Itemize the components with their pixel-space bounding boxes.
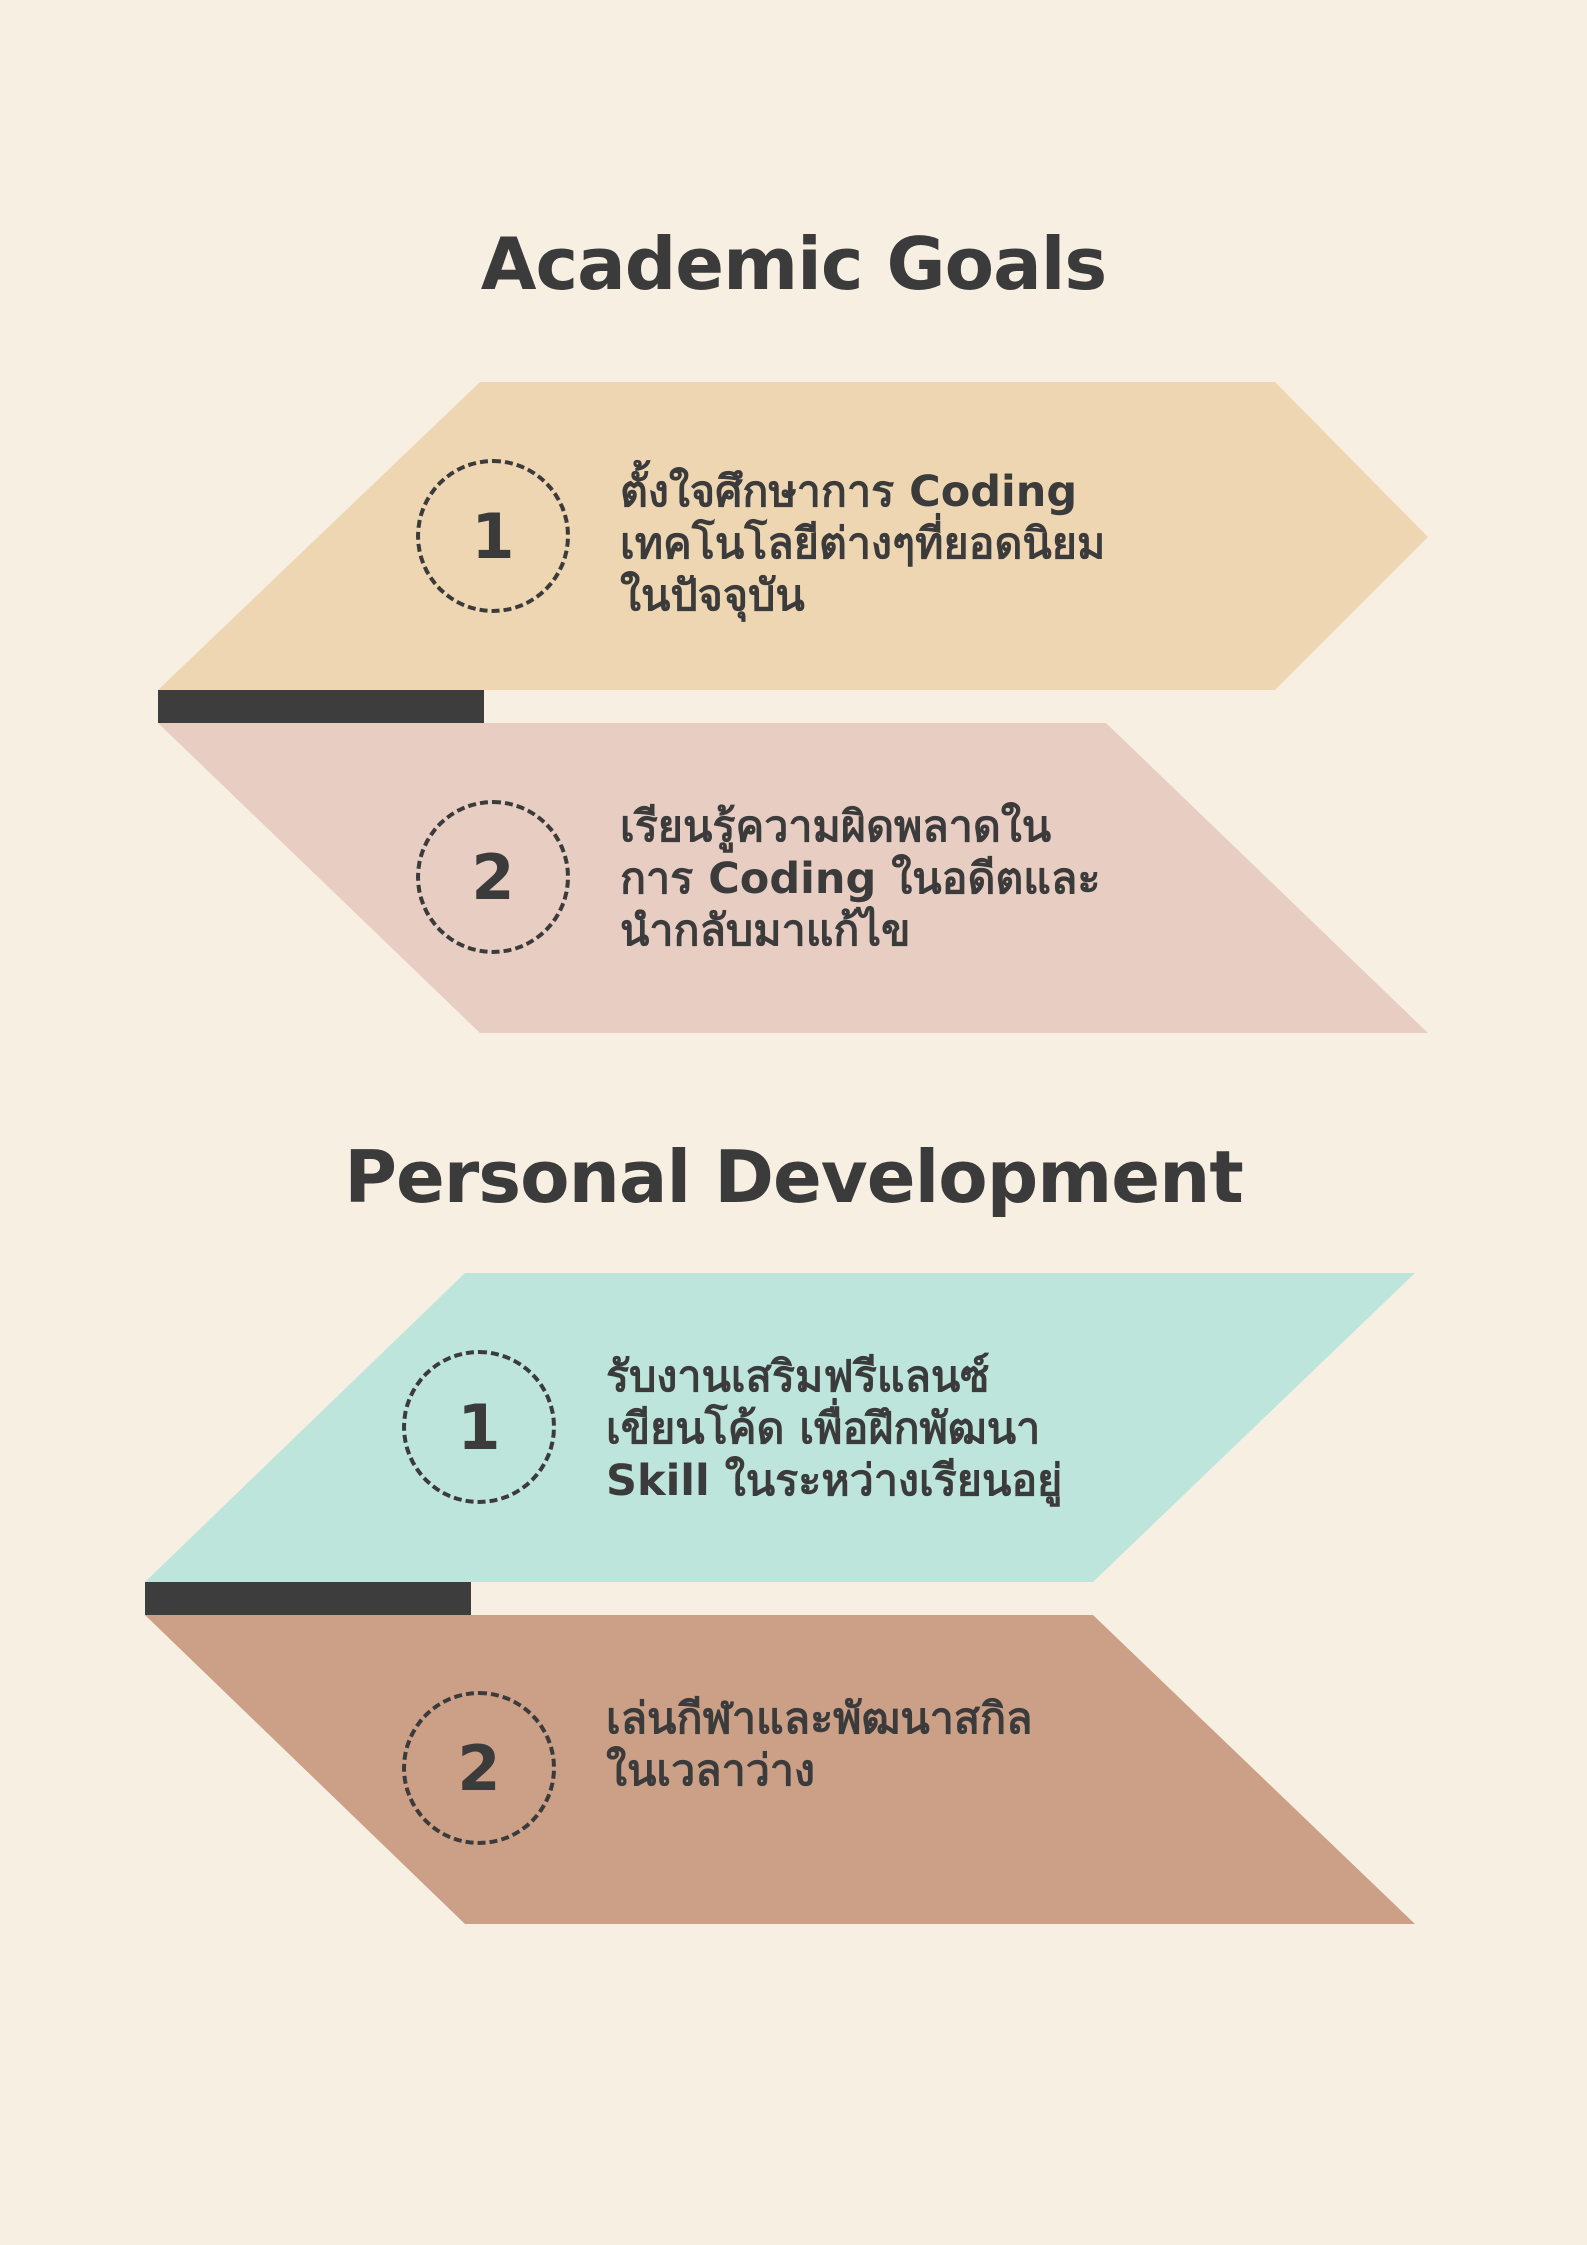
academic-goal-1-line-3: ในปัจจุบัน [620,571,805,621]
academic-goal-2-line-3: นำกลับมาแก้ไข [620,906,911,956]
personal-divider-bar [145,1582,471,1615]
personal-goal-1-line-2: เขียนโค้ด เพื่อฝึกพัฒนา [606,1404,1041,1454]
personal-goal-2-number: 2 [402,1691,556,1845]
academic-goal-2-text: เรียนรู้ความผิดพลาดใน การ Coding ในอดีตแ… [620,801,1100,957]
personal-goal-1-text: รับงานเสริมฟรีแลนซ์ เขียนโค้ด เพื่อฝึกพั… [606,1351,1062,1507]
academic-goal-2-banner [158,723,1428,1033]
academic-goal-1-text: ตั้งใจศึกษาการ Coding เทคโนโลยีต่างๆที่ย… [620,466,1105,622]
academic-goal-1-number: 1 [416,459,570,613]
personal-goal-2-line-1: เล่นกีฬาและพัฒนาสกิล [606,1694,1033,1744]
academic-goal-1-line-1: ตั้งใจศึกษาการ Coding [620,467,1078,517]
personal-goal-2-line-2: ในเวลาว่าง [606,1746,816,1796]
academic-goal-1-line-2: เทคโนโลยีต่างๆที่ยอดนิยม [620,519,1106,569]
personal-development-title: Personal Development [344,1135,1244,1219]
personal-goal-1-number: 1 [402,1350,556,1504]
academic-goal-2-number: 2 [416,800,570,954]
personal-goal-2-text: เล่นกีฬาและพัฒนาสกิล ในเวลาว่าง [606,1693,1033,1797]
academic-goal-2-line-1: เรียนรู้ความผิดพลาดใน [620,802,1052,852]
academic-goal-1-banner [158,382,1428,690]
personal-goal-1-line-3: Skill ในระหว่างเรียนอยู่ [606,1456,1063,1506]
academic-divider-bar [158,690,484,723]
academic-goal-2-line-2: การ Coding ในอดีตและ [620,854,1101,904]
personal-goal-1-banner [145,1273,1415,1582]
personal-goal-1-line-1: รับงานเสริมฟรีแลนซ์ [606,1352,990,1402]
academic-goals-title: Academic Goals [480,222,1108,306]
